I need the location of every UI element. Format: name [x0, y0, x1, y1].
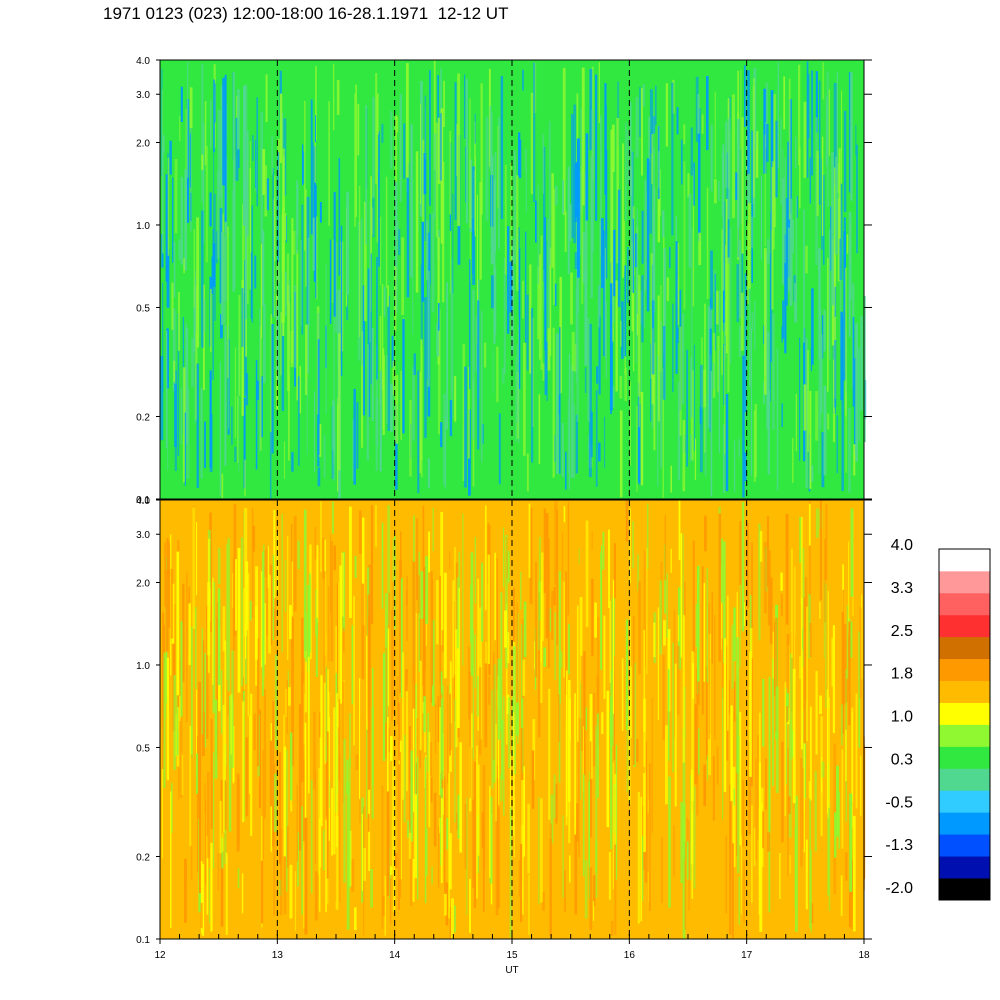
colorbar-swatch [939, 856, 990, 879]
x-tick-label: 16 [624, 950, 636, 961]
colorbar-label: 0.3 [891, 751, 913, 768]
colorbar: 4.0 3.3 2.5 1.8 1.0 0.3 -0.5 -1.3 -2.0 [885, 537, 991, 901]
y-tick-label: 4.0 [136, 496, 150, 507]
y-tick-label: 0.2 [136, 413, 150, 424]
x-tick-label: 18 [858, 950, 870, 961]
x-tick-label: 17 [741, 950, 753, 961]
colorbar-label: 2.5 [891, 623, 913, 640]
colorbar-swatch [939, 658, 990, 682]
colorbar-swatch [939, 614, 990, 638]
spectrogram-texture [160, 60, 867, 499]
colorbar-swatch [939, 570, 990, 594]
colorbar-label: 3.3 [891, 580, 913, 597]
y-tick-label: 2.0 [136, 578, 150, 589]
colorbar-swatch [939, 790, 990, 813]
colorbar-label: -1.3 [885, 837, 913, 854]
colorbar-label: -0.5 [885, 794, 913, 811]
x-axis-title: UT [505, 965, 518, 976]
page-title: 1971 0123 (023) 12:00-18:00 16-28.1.1971… [103, 4, 509, 23]
spectrogram-texture [161, 500, 866, 939]
y-tick-label: 1.0 [136, 661, 150, 672]
y-tick-label: 0.5 [136, 743, 150, 754]
colorbar-label: -2.0 [885, 880, 913, 897]
bottom-spectrogram-panel [159, 499, 866, 940]
x-tick-label: 13 [272, 950, 284, 961]
colorbar-swatch [939, 724, 990, 747]
x-tick-label: 14 [389, 950, 401, 961]
colorbar-swatch [939, 592, 990, 616]
colorbar-swatch [939, 768, 990, 791]
y-tick-label: 2.0 [136, 138, 150, 149]
colorbar-swatch [939, 746, 990, 769]
y-tick-label: 0.2 [136, 853, 150, 864]
colorbar-swatch [939, 680, 990, 703]
x-tick-label: 15 [506, 950, 518, 961]
colorbar-frame [938, 548, 991, 901]
y-tick-label: 0.5 [136, 303, 150, 314]
colorbar-label: 1.0 [891, 709, 913, 726]
y-tick-label: 4.0 [136, 56, 150, 67]
y-tick-label: 0.1 [136, 935, 150, 946]
colorbar-swatch [939, 812, 990, 835]
colorbar-swatch [939, 702, 990, 725]
top-spectrogram-panel [159, 59, 867, 500]
axes-layer: 0.10.20.51.02.03.04.00.10.20.51.02.03.04… [136, 56, 872, 976]
colorbar-swatch [939, 834, 990, 857]
x-tick-label: 12 [154, 950, 166, 961]
colorbar-label: 4.0 [891, 537, 913, 554]
y-tick-label: 1.0 [136, 221, 150, 232]
colorbar-swatch [939, 636, 990, 660]
colorbar-label: 1.8 [891, 666, 913, 683]
colorbar-swatch [939, 549, 990, 572]
colorbar-swatch [939, 878, 990, 901]
y-tick-label: 3.0 [136, 530, 150, 541]
y-tick-label: 3.0 [136, 90, 150, 101]
y-tick-label: 0.1 [136, 495, 150, 506]
